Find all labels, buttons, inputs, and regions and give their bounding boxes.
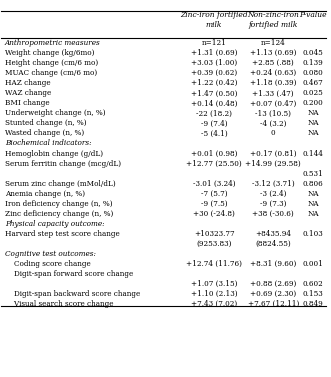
Text: Harvard step test score change: Harvard step test score change [5, 230, 119, 238]
Text: n=124: n=124 [261, 39, 286, 47]
Text: +1.31 (0.69): +1.31 (0.69) [191, 49, 237, 57]
Text: (9253.83): (9253.83) [196, 240, 232, 248]
Text: +0.88 (2.69): +0.88 (2.69) [250, 280, 297, 288]
Text: -3.01 (3.24): -3.01 (3.24) [193, 179, 235, 188]
Text: Biochemical indicators:: Biochemical indicators: [5, 139, 91, 147]
Text: 0.144: 0.144 [303, 150, 323, 158]
Text: 0.001: 0.001 [303, 260, 323, 268]
Text: -5 (4.1): -5 (4.1) [201, 129, 227, 138]
Text: -9 (7.3): -9 (7.3) [260, 200, 287, 208]
Text: -7 (5.7): -7 (5.7) [201, 190, 227, 198]
Text: 0.602: 0.602 [303, 280, 323, 288]
Text: Physical capacity outcome:: Physical capacity outcome: [5, 220, 104, 228]
Text: -9 (7.5): -9 (7.5) [201, 200, 227, 208]
Text: Zinc-iron fortified
milk: Zinc-iron fortified milk [180, 11, 248, 29]
Text: NA: NA [307, 120, 319, 127]
Text: NA: NA [307, 200, 319, 208]
Text: Underweight change (n, %): Underweight change (n, %) [5, 109, 105, 117]
Text: BMI change: BMI change [5, 100, 49, 107]
Text: +0.69 (2.30): +0.69 (2.30) [250, 290, 297, 298]
Text: NA: NA [307, 109, 319, 117]
Text: (8824.55): (8824.55) [256, 240, 291, 248]
Text: +7.43 (7.02): +7.43 (7.02) [191, 300, 237, 308]
Text: 0.531: 0.531 [303, 170, 323, 178]
Text: NA: NA [307, 129, 319, 138]
Text: NA: NA [307, 210, 319, 218]
Text: Serum zinc change (mMol/dL): Serum zinc change (mMol/dL) [5, 179, 116, 188]
Text: HAZ change: HAZ change [5, 79, 50, 87]
Text: +10323.77: +10323.77 [194, 230, 234, 238]
Text: Visual search score change: Visual search score change [5, 300, 113, 308]
Text: 0.200: 0.200 [303, 100, 323, 107]
Text: 0.806: 0.806 [303, 179, 323, 188]
Text: +0.24 (0.63): +0.24 (0.63) [250, 69, 297, 77]
Text: Anthropometric measures: Anthropometric measures [5, 39, 100, 47]
Text: +1.13 (0.69): +1.13 (0.69) [250, 49, 297, 57]
Text: +12.74 (11.76): +12.74 (11.76) [186, 260, 242, 268]
Text: +38 (-30.6): +38 (-30.6) [253, 210, 294, 218]
Text: +0.17 (0.81): +0.17 (0.81) [250, 150, 297, 158]
Text: -9 (7.4): -9 (7.4) [201, 120, 227, 127]
Text: 0: 0 [271, 129, 276, 138]
Text: +8435.94: +8435.94 [255, 230, 291, 238]
Text: Cognitive test outcomes:: Cognitive test outcomes: [5, 250, 96, 258]
Text: Non-zinc-iron
fortified milk: Non-zinc-iron fortified milk [247, 11, 299, 29]
Text: +7.67 (12.11): +7.67 (12.11) [248, 300, 299, 308]
Text: 0.080: 0.080 [303, 69, 323, 77]
Text: Wasted change (n, %): Wasted change (n, %) [5, 129, 84, 138]
Text: +0.39 (0.62): +0.39 (0.62) [191, 69, 237, 77]
Text: +1.07 (3.15): +1.07 (3.15) [191, 280, 237, 288]
Text: -22 (18.2): -22 (18.2) [196, 109, 232, 117]
Text: Zinc deficiency change (n, %): Zinc deficiency change (n, %) [5, 210, 113, 218]
Text: 0.849: 0.849 [303, 300, 323, 308]
Text: MUAC change (cm/6 mo): MUAC change (cm/6 mo) [5, 69, 97, 77]
Text: -4 (3.2): -4 (3.2) [260, 120, 287, 127]
Text: +1.22 (0.42): +1.22 (0.42) [191, 79, 237, 87]
Text: Digit-span backward score change: Digit-span backward score change [5, 290, 140, 298]
Text: 0.045: 0.045 [303, 49, 323, 57]
Text: Coding score change: Coding score change [5, 260, 90, 268]
Text: Iron deficiency change (n, %): Iron deficiency change (n, %) [5, 200, 112, 208]
Text: Anemia change (n, %): Anemia change (n, %) [5, 190, 85, 198]
Text: -13 (10.5): -13 (10.5) [255, 109, 291, 117]
Text: 0.025: 0.025 [303, 89, 323, 97]
Text: 0.467: 0.467 [303, 79, 323, 87]
Text: +3.03 (1.00): +3.03 (1.00) [191, 59, 237, 67]
Text: Weight change (kg/6mo): Weight change (kg/6mo) [5, 49, 94, 57]
Text: 0.139: 0.139 [303, 59, 323, 67]
Text: WAZ change: WAZ change [5, 89, 51, 97]
Text: +0.07 (0.47): +0.07 (0.47) [250, 100, 297, 107]
Text: Digit-span forward score change: Digit-span forward score change [5, 270, 133, 278]
Text: +14.99 (29.58): +14.99 (29.58) [245, 159, 301, 167]
Text: 0.103: 0.103 [303, 230, 323, 238]
Text: n=121: n=121 [202, 39, 226, 47]
Text: +1.33 (.47): +1.33 (.47) [253, 89, 294, 97]
Text: +8.31 (9.60): +8.31 (9.60) [250, 260, 297, 268]
Text: +1.47 (0.50): +1.47 (0.50) [191, 89, 237, 97]
Text: +0.14 (0.48): +0.14 (0.48) [191, 100, 237, 107]
Text: -3 (2.4): -3 (2.4) [260, 190, 287, 198]
Text: Stunted change (n, %): Stunted change (n, %) [5, 120, 86, 127]
Text: +0.01 (0.98): +0.01 (0.98) [191, 150, 237, 158]
Text: Serum ferritin change (mcg/dL): Serum ferritin change (mcg/dL) [5, 159, 121, 167]
Text: +12.77 (25.50): +12.77 (25.50) [186, 159, 242, 167]
Text: Hemoglobin change (g/dL): Hemoglobin change (g/dL) [5, 150, 103, 158]
Text: Height change (cm/6 mo): Height change (cm/6 mo) [5, 59, 98, 67]
Text: 0.153: 0.153 [303, 290, 323, 298]
Text: P-value: P-value [299, 11, 327, 20]
Text: +1.18 (0.39): +1.18 (0.39) [250, 79, 297, 87]
Text: +30 (-24.8): +30 (-24.8) [193, 210, 235, 218]
Text: +1.10 (2.13): +1.10 (2.13) [191, 290, 237, 298]
Text: -3.12 (3.71): -3.12 (3.71) [252, 179, 295, 188]
Text: NA: NA [307, 190, 319, 198]
Text: +2.85 (.88): +2.85 (.88) [253, 59, 294, 67]
